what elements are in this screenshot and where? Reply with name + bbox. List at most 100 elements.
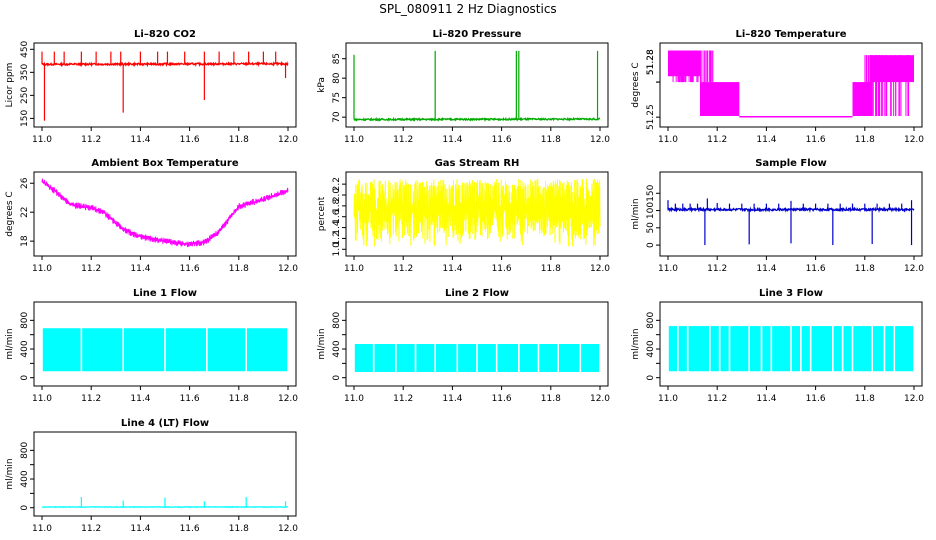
series-line2 xyxy=(354,344,600,372)
x-tick-label: 11.6 xyxy=(806,394,826,404)
y-tick-label: 50 xyxy=(646,222,656,234)
flow-band xyxy=(872,326,884,372)
x-tick-label: 11.0 xyxy=(344,394,364,404)
page-title: SPL_080911 2 Hz Diagnostics xyxy=(379,2,557,16)
temp-band xyxy=(739,115,853,118)
y-axis-label: ml/min xyxy=(631,198,641,229)
x-tick-label: 11.8 xyxy=(855,135,875,145)
x-tick-label: 11.8 xyxy=(855,264,875,274)
flow-band xyxy=(519,344,538,372)
chart-title: Gas Stream RH xyxy=(435,158,520,169)
x-tick-label: 11.8 xyxy=(855,394,875,404)
series-rh xyxy=(353,178,601,247)
y-axis-label: ml/min xyxy=(631,328,641,359)
x-tick-label: 12.0 xyxy=(904,394,924,404)
y-tick-label: 51.28 xyxy=(646,49,656,75)
flow-band xyxy=(801,326,810,372)
x-tick-label: 11.8 xyxy=(229,524,249,534)
plot-frame xyxy=(345,42,609,128)
flow-band xyxy=(710,326,719,372)
x-tick-label: 11.6 xyxy=(180,394,200,404)
x-tick-label: 11.0 xyxy=(32,264,52,274)
chart-sample_flow: Sample Flow 11.0 11.2 11.4 11.6 11.8 12.0 0 50 10… xyxy=(631,158,924,274)
x-tick-label: 11.4 xyxy=(756,394,776,404)
x-tick-label: 11.2 xyxy=(707,264,727,274)
chart-title: Li–820 Temperature xyxy=(735,29,846,40)
y-tick-label: 450 xyxy=(20,40,30,57)
series-line3 xyxy=(668,326,914,372)
x-tick-label: 11.2 xyxy=(707,394,727,404)
flow-band xyxy=(82,328,123,372)
x-tick-label: 12.0 xyxy=(590,135,610,145)
flow-band xyxy=(772,326,791,372)
y-tick-label: 250 xyxy=(20,87,30,104)
flow-band xyxy=(539,344,558,372)
series-licor_temp xyxy=(668,50,914,118)
y-axis-label: ml/min xyxy=(317,328,327,359)
flow-band xyxy=(678,326,687,372)
y-tick-label: 1.0 xyxy=(332,242,342,257)
x-tick-label: 11.6 xyxy=(180,524,200,534)
flow-band xyxy=(853,326,872,372)
chart-line2: Line 2 Flow 11.0 11.2 11.4 11.6 11.8 12.0 0 400 8… xyxy=(317,288,610,404)
flow-band xyxy=(833,326,842,372)
flow-band xyxy=(458,344,477,372)
y-tick-label: 1.2 xyxy=(332,231,342,245)
plot-frame xyxy=(33,171,297,257)
flow-band xyxy=(811,326,833,372)
x-tick-label: 11.8 xyxy=(229,394,249,404)
x-tick-label: 11.0 xyxy=(658,264,678,274)
series-line xyxy=(353,116,601,123)
flow-band xyxy=(123,328,165,372)
chart-title: Li–820 Pressure xyxy=(433,29,522,40)
series-line xyxy=(41,178,289,248)
x-tick-label: 11.6 xyxy=(492,264,512,274)
x-tick-label: 11.2 xyxy=(393,394,413,404)
flow-band xyxy=(477,344,496,372)
chart-title: Sample Flow xyxy=(755,158,827,169)
y-tick-label: 1.4 xyxy=(332,220,342,235)
x-tick-label: 11.0 xyxy=(32,524,52,534)
flow-band xyxy=(416,344,435,372)
flow-band xyxy=(165,328,207,372)
y-axis-label: Licor ppm xyxy=(5,63,15,108)
flow-band xyxy=(42,328,81,372)
x-tick-label: 11.6 xyxy=(806,264,826,274)
series-sample_flow xyxy=(667,198,915,246)
y-tick-label: 0 xyxy=(646,242,656,248)
y-tick-label: 800 xyxy=(646,311,656,328)
y-axis-label: ml/min xyxy=(5,458,15,489)
y-tick-label: 400 xyxy=(646,340,656,357)
series-line xyxy=(41,60,289,68)
x-tick-label: 11.0 xyxy=(658,394,678,404)
x-tick-label: 11.4 xyxy=(756,264,776,274)
series-line1 xyxy=(42,328,288,372)
y-tick-label: 0 xyxy=(20,375,30,381)
plot-frame xyxy=(659,171,923,257)
flow-band xyxy=(791,326,801,372)
x-tick-label: 11.2 xyxy=(393,135,413,145)
y-tick-label: 51.28 xyxy=(646,49,656,75)
series-co2 xyxy=(41,51,289,121)
series-line4 xyxy=(41,496,289,509)
chart-title: Line 1 Flow xyxy=(133,288,197,299)
x-tick-label: 12.0 xyxy=(904,264,924,274)
flow-band xyxy=(396,344,415,372)
x-tick-label: 11.4 xyxy=(756,135,776,145)
x-tick-label: 11.2 xyxy=(81,524,101,534)
flow-band xyxy=(354,344,373,372)
flow-band xyxy=(435,344,457,372)
y-tick-label: 800 xyxy=(20,441,30,458)
series-ambient_temp xyxy=(41,178,289,248)
chart-line1: Line 1 Flow 11.0 11.2 11.4 11.6 11.8 12.0 0 400 8… xyxy=(5,288,298,404)
x-tick-label: 11.2 xyxy=(81,394,101,404)
chart-rh: Gas Stream RH 11.0 11.2 11.4 11.6 11.8 12.0 1.0… xyxy=(317,158,610,274)
y-tick-label: 350 xyxy=(20,63,30,80)
y-tick-label: 2.0 xyxy=(332,188,342,203)
y-tick-label: 75 xyxy=(332,92,342,103)
chart-title: Li–820 CO2 xyxy=(134,29,196,40)
y-tick-label: 400 xyxy=(332,340,342,357)
x-tick-label: 11.2 xyxy=(81,264,101,274)
x-tick-label: 11.4 xyxy=(130,135,150,145)
